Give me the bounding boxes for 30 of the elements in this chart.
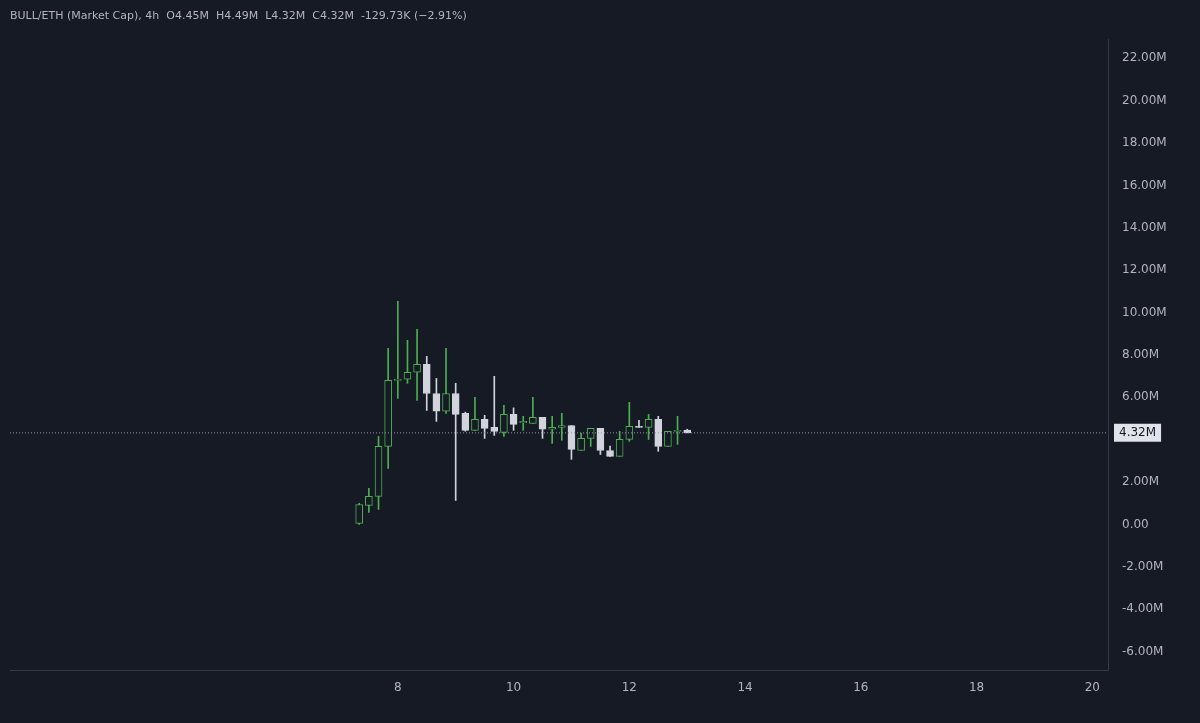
y-tick-label: 6.00M: [1122, 389, 1160, 404]
y-tick-label: -6.00M: [1122, 643, 1164, 658]
x-tick-label: 20: [1084, 679, 1101, 694]
candlestick: [393, 300, 402, 399]
y-tick-label: 10.00M: [1122, 304, 1167, 319]
x-tick-label: 8: [393, 679, 402, 694]
y-tick-label: 0.00: [1122, 516, 1149, 531]
y-tick-label: -2.00M: [1122, 558, 1164, 573]
candlestick: [413, 328, 421, 401]
candlestick: [490, 375, 499, 436]
x-tick-label: 18: [968, 679, 985, 694]
y-tick-label: 14.00M: [1122, 219, 1167, 234]
x-tick-label: 14: [737, 679, 753, 694]
y-tick-label: 20.00M: [1122, 92, 1167, 107]
x-tick-label: 16: [853, 679, 869, 694]
candlestick: [548, 416, 556, 444]
candlestick: [451, 382, 460, 501]
y-tick-label: 8.00M: [1122, 347, 1160, 362]
candlestick: [529, 396, 537, 424]
candlestick: [557, 413, 566, 441]
x-tick-label: 10: [505, 679, 522, 694]
chart-title: BULL/ETH (Market Cap), 4h O4.45M H4.49M L4.32M C4.32M -129.73K (−2.91%): [10, 9, 467, 23]
y-tick-label: 18.00M: [1122, 135, 1167, 150]
y-tick-label: 16.00M: [1122, 177, 1167, 192]
y-tick-label: 12.00M: [1122, 262, 1167, 277]
y-tick-label: 22.00M: [1122, 50, 1167, 65]
y-tick-label: -4.00M: [1122, 601, 1164, 616]
ref-line-label: 4.32M: [1119, 425, 1157, 439]
x-tick-label: 12: [621, 679, 637, 694]
y-tick-label: 2.00M: [1122, 474, 1160, 489]
